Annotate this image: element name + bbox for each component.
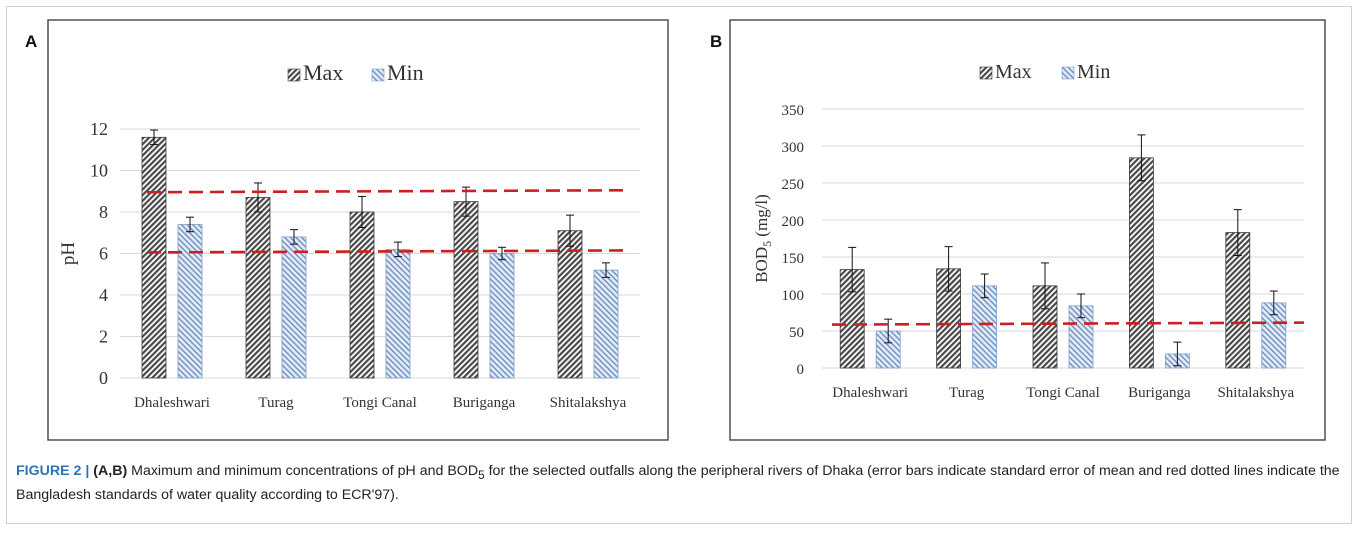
bar-min [593, 269, 619, 379]
y-tick-label: 250 [782, 177, 805, 193]
legend-swatch-min [1061, 66, 1075, 80]
bar-max [1128, 157, 1154, 369]
y-tick-label: 0 [99, 368, 108, 388]
y-tick-label: 100 [782, 288, 805, 304]
standard-reference-line [146, 188, 631, 194]
error-bar [884, 318, 893, 344]
bar-max [349, 211, 375, 379]
bar-min [177, 224, 203, 379]
bar-max [453, 201, 479, 379]
error-bar [150, 129, 158, 146]
chart-frame [729, 19, 1326, 441]
x-category-label: Buriganga [453, 395, 516, 411]
y-tick-label: 150 [782, 251, 805, 267]
y-tick-label: 50 [789, 325, 804, 341]
x-category-label: Tongi Canal [343, 395, 417, 411]
y-tick-label: 12 [90, 119, 108, 139]
bar-min [489, 253, 515, 379]
y-tick-label: 200 [782, 214, 805, 230]
error-bar [394, 241, 402, 258]
y-tick-label: 4 [99, 285, 108, 305]
x-category-label: Tongi Canal [1026, 385, 1100, 401]
x-category-label: Turag [258, 395, 294, 411]
error-bar [254, 182, 262, 213]
bar-max [557, 230, 583, 379]
bar-min [385, 248, 411, 379]
error-bar [566, 214, 574, 247]
chart-bod: 0 50 100 150 200 250 300 350 BOD5 (mg/l) Dhaleshw… [729, 19, 1326, 441]
error-bar [498, 246, 506, 261]
error-bar [1269, 290, 1278, 316]
figure-caption: FIGURE 2 | (A,B) Maximum and minimum con… [16, 461, 1344, 505]
error-bar [290, 229, 298, 245]
caption-subscript: 5 [478, 467, 485, 482]
legend-label-min: Min [1077, 61, 1110, 83]
legend-label-min: Min [387, 60, 424, 85]
standard-reference-line [146, 249, 631, 254]
x-category-label: Dhaleshwari [832, 385, 908, 401]
standard-reference-line [831, 321, 1305, 326]
legend-swatch-min [371, 68, 385, 82]
x-category-label: Buriganga [1128, 385, 1191, 401]
y-tick-label: 300 [782, 140, 805, 156]
figure-frame [6, 6, 1352, 524]
y-tick-label: 350 [782, 103, 805, 119]
caption-panels: (A,B) [93, 463, 128, 479]
chart-frame [47, 19, 669, 441]
y-tick-label: 10 [90, 161, 108, 181]
caption-text-a: Maximum and minimum concentrations of pH… [127, 463, 479, 479]
x-category-label: Dhaleshwari [134, 395, 210, 411]
bar-min [281, 236, 307, 379]
error-bar [1233, 209, 1242, 257]
legend-label-max: Max [303, 60, 343, 85]
y-tick-label: 8 [99, 202, 108, 222]
error-bar [1077, 293, 1085, 319]
y-tick-label: 0 [797, 362, 805, 378]
error-bar [602, 262, 610, 278]
x-category-label: Turag [949, 385, 985, 401]
y-axis-label: BOD5 (mg/l) [752, 194, 774, 283]
error-bar [848, 246, 857, 293]
bar-max [141, 136, 167, 379]
legend-label-max: Max [995, 61, 1032, 83]
error-bar [1137, 134, 1146, 182]
panel-label-b: B [710, 32, 723, 51]
y-tick-label: 6 [99, 244, 108, 264]
x-category-label: Shitalakshya [1217, 385, 1294, 401]
error-bar [980, 273, 989, 299]
error-bar [1041, 262, 1049, 310]
error-bar [944, 246, 953, 292]
y-tick-label: 2 [99, 327, 108, 347]
panel-label-a: A [25, 32, 38, 51]
chart-ph: 0 2 4 6 8 10 12 pH Dhaleshwari Turag Tongi Canal Bu… [47, 19, 669, 441]
error-bar [358, 195, 366, 229]
error-bar [186, 216, 194, 233]
error-bar [1173, 341, 1182, 367]
caption-label: FIGURE 2 | [16, 463, 90, 479]
legend-swatch-max [287, 68, 301, 82]
caption-text-b: for the selected outfalls along the peri… [16, 463, 1340, 503]
legend-swatch-max [979, 66, 993, 80]
bar-max [245, 197, 271, 379]
x-category-label: Shitalakshya [550, 395, 627, 411]
y-axis-label: pH [58, 242, 79, 266]
